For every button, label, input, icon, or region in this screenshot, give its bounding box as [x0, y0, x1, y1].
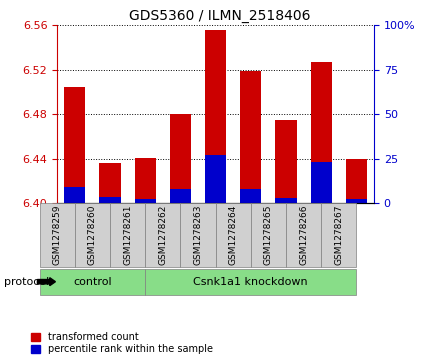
- Text: GDS5360 / ILMN_2518406: GDS5360 / ILMN_2518406: [129, 9, 311, 23]
- Text: protocol: protocol: [4, 277, 50, 287]
- Bar: [275, 198, 297, 203]
- Bar: [346, 159, 367, 203]
- Text: GSM1278263: GSM1278263: [194, 205, 202, 265]
- Bar: [99, 163, 121, 203]
- Text: GSM1278267: GSM1278267: [334, 205, 343, 265]
- Text: GSM1278260: GSM1278260: [88, 205, 97, 265]
- Bar: [275, 120, 297, 203]
- Text: GSM1278265: GSM1278265: [264, 205, 273, 265]
- Text: control: control: [73, 277, 112, 287]
- Text: Csnk1a1 knockdown: Csnk1a1 knockdown: [194, 277, 308, 287]
- Bar: [64, 86, 85, 203]
- Text: GSM1278259: GSM1278259: [53, 205, 62, 265]
- Text: GSM1278266: GSM1278266: [299, 205, 308, 265]
- Bar: [135, 158, 156, 203]
- Bar: [170, 114, 191, 203]
- Bar: [205, 30, 226, 203]
- Text: GSM1278261: GSM1278261: [123, 205, 132, 265]
- Bar: [346, 199, 367, 203]
- Bar: [311, 62, 332, 203]
- Text: GSM1278264: GSM1278264: [229, 205, 238, 265]
- Bar: [135, 199, 156, 203]
- Bar: [240, 189, 261, 203]
- Bar: [311, 162, 332, 203]
- Bar: [170, 189, 191, 203]
- Bar: [64, 187, 85, 203]
- Bar: [99, 197, 121, 203]
- Bar: [205, 155, 226, 203]
- Legend: transformed count, percentile rank within the sample: transformed count, percentile rank withi…: [27, 329, 217, 358]
- Text: GSM1278262: GSM1278262: [158, 205, 167, 265]
- Bar: [240, 71, 261, 203]
